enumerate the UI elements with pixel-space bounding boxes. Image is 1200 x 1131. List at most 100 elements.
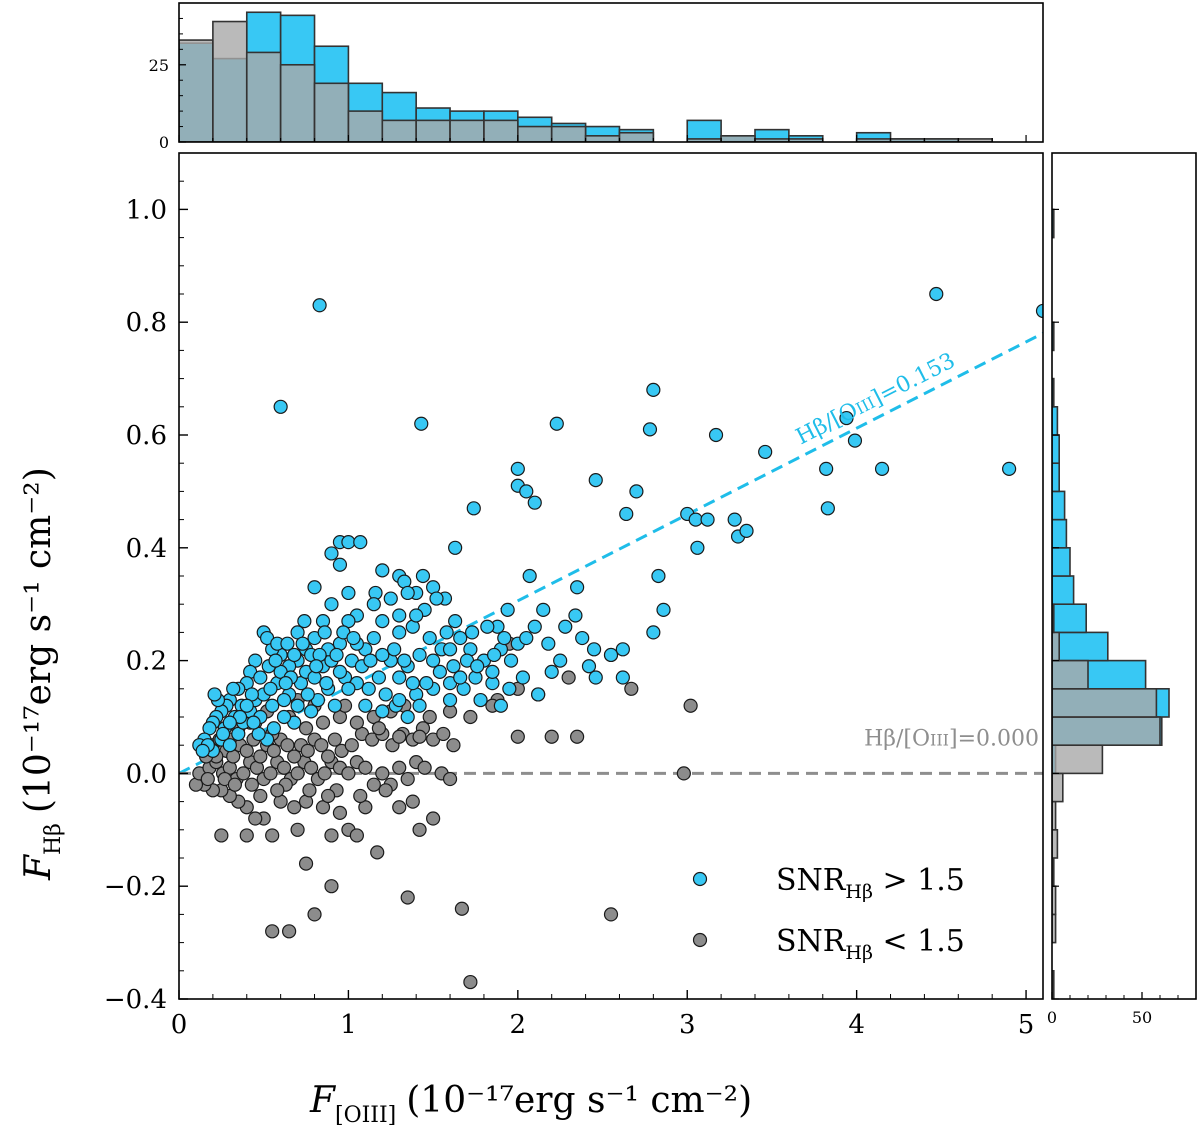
- point-low-snr: [392, 800, 407, 815]
- point-high-snr: [473, 692, 488, 708]
- points-high-snr: [192, 286, 1043, 758]
- point-low-snr: [282, 924, 297, 939]
- point-low-snr: [392, 729, 407, 744]
- point-high-snr: [500, 602, 515, 617]
- top-bar-low: [449, 119, 485, 142]
- point-low-snr: [378, 783, 393, 798]
- point-high-snr: [527, 619, 542, 634]
- right-bar-low: [1052, 659, 1089, 690]
- legend-label-low: SNRHβ < 1.5: [776, 924, 965, 964]
- point-high-snr: [239, 698, 254, 713]
- point-high-snr: [222, 715, 237, 730]
- point-high-snr: [295, 636, 310, 651]
- point-high-snr: [195, 743, 210, 758]
- point-high-snr: [588, 670, 603, 685]
- top-bar-low: [313, 82, 350, 142]
- point-high-snr: [688, 512, 703, 527]
- point-high-snr: [739, 523, 754, 538]
- legend-marker-low: [692, 932, 708, 948]
- point-high-snr: [439, 625, 454, 640]
- point-high-snr: [527, 495, 542, 510]
- point-low-snr: [561, 670, 576, 685]
- right-bar-high: [1052, 377, 1055, 408]
- point-high-snr: [329, 647, 344, 663]
- point-low-snr: [324, 828, 339, 843]
- point-high-snr: [317, 625, 332, 640]
- point-low-snr: [290, 766, 305, 781]
- point-low-snr: [287, 800, 302, 815]
- point-low-snr: [426, 811, 441, 826]
- point-low-snr: [446, 738, 461, 753]
- x-tick-label: 3: [679, 1010, 696, 1040]
- point-high-snr: [819, 461, 834, 476]
- point-high-snr: [448, 614, 463, 629]
- point-high-snr: [466, 501, 481, 516]
- right-x-tick-label: 50: [1132, 1008, 1152, 1027]
- point-high-snr: [651, 568, 666, 584]
- point-high-snr: [409, 608, 424, 623]
- point-low-snr: [603, 907, 619, 922]
- right-bar-high: [1052, 546, 1071, 577]
- top-bar-low: [212, 20, 248, 142]
- main-panel: Hβ/[OIII]=0.153 Hβ/[OIII]=0.000 0 1 2 3 4 5 −0…: [104, 152, 1044, 1040]
- point-low-snr: [227, 777, 243, 792]
- top-bar-low: [381, 119, 417, 142]
- point-high-snr: [700, 512, 715, 527]
- point-high-snr: [309, 659, 324, 674]
- right-bar-low: [1052, 828, 1059, 859]
- point-low-snr: [314, 738, 329, 753]
- point-low-snr: [276, 760, 292, 775]
- point-high-snr: [448, 540, 463, 555]
- point-low-snr: [265, 828, 280, 843]
- top-bar-low: [179, 39, 214, 142]
- point-high-snr: [586, 642, 602, 657]
- point-low-snr: [236, 766, 251, 781]
- legend-label-high: SNRHβ > 1.5: [776, 863, 965, 903]
- point-high-snr: [387, 642, 402, 657]
- point-low-snr: [349, 828, 364, 843]
- point-low-snr: [417, 760, 432, 775]
- point-high-snr: [268, 653, 283, 668]
- point-high-snr: [493, 698, 508, 713]
- point-high-snr: [215, 726, 231, 742]
- right-bar-high: [1052, 518, 1068, 549]
- right-histogram: 0 50: [1047, 152, 1197, 1027]
- point-high-snr: [581, 659, 597, 674]
- point-low-snr: [344, 738, 359, 753]
- point-low-snr: [341, 766, 356, 781]
- y-tick-label: −0.4: [104, 985, 167, 1015]
- point-high-snr: [300, 687, 315, 702]
- point-low-snr: [239, 743, 254, 758]
- point-low-snr: [200, 771, 215, 787]
- point-high-snr: [839, 410, 854, 426]
- top-bar-low: [245, 51, 282, 142]
- point-high-snr: [536, 602, 551, 617]
- point-high-snr: [619, 506, 634, 522]
- point-low-snr: [510, 729, 525, 744]
- y-tick-label: 1.0: [126, 195, 167, 225]
- point-low-snr: [676, 766, 691, 781]
- point-high-snr: [642, 422, 658, 437]
- point-high-snr: [375, 647, 390, 663]
- point-low-snr: [304, 760, 319, 775]
- point-high-snr: [629, 484, 644, 499]
- point-high-snr: [392, 692, 407, 708]
- y-axis-label: FHβ(10⁻¹⁷erg s⁻¹ cm⁻²): [18, 467, 66, 881]
- point-low-snr: [400, 771, 415, 787]
- point-high-snr: [207, 687, 222, 702]
- x-tick-label: 1: [340, 1010, 357, 1040]
- point-high-snr: [324, 546, 339, 561]
- point-high-snr: [366, 597, 381, 612]
- point-high-snr: [324, 597, 339, 612]
- x-tick-label: 4: [848, 1010, 865, 1040]
- point-high-snr: [603, 647, 619, 663]
- y-tick-label: 0.2: [126, 647, 167, 677]
- point-low-snr: [270, 783, 285, 798]
- point-high-snr: [412, 698, 427, 713]
- point-high-snr: [253, 670, 268, 685]
- point-low-snr: [353, 788, 368, 804]
- point-high-snr: [519, 484, 534, 499]
- point-high-snr: [758, 444, 773, 460]
- right-bar-high: [1052, 603, 1088, 634]
- point-high-snr: [415, 568, 431, 584]
